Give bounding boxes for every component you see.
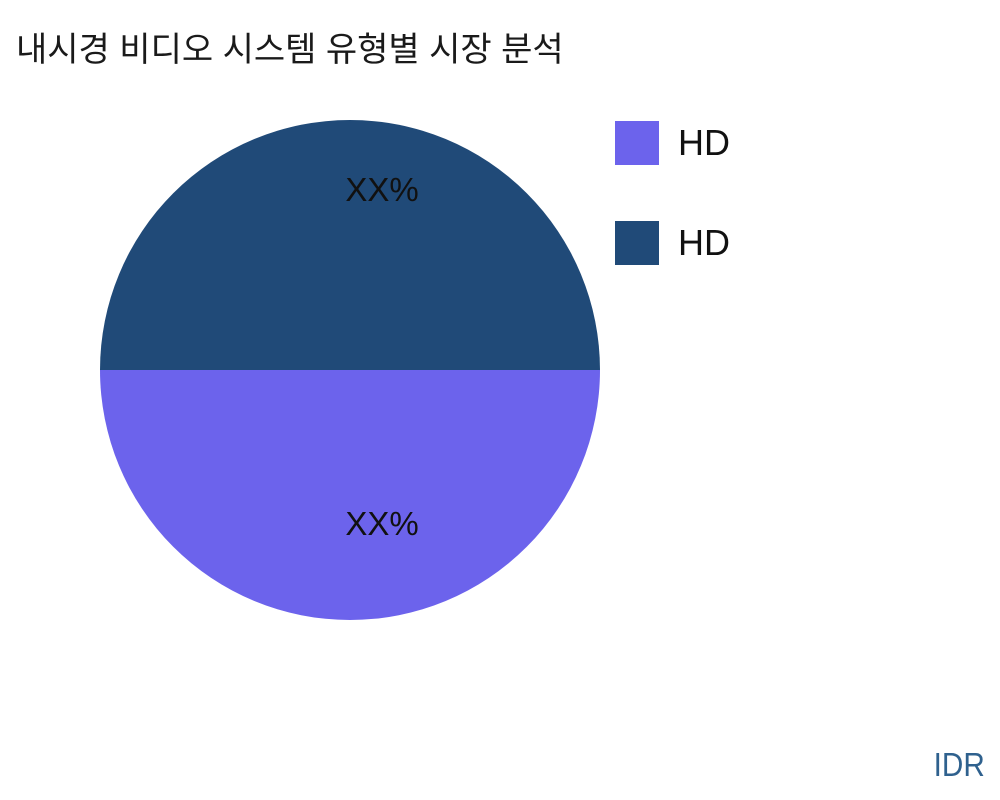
legend: HD HD [615, 121, 730, 321]
legend-item-label: HD [678, 122, 730, 163]
pie-data-label-top: XX% [345, 171, 419, 208]
legend-item-hd-purple[interactable]: HD [615, 121, 730, 165]
source-watermark: IDR [933, 746, 985, 783]
legend-item-hd-navy[interactable]: HD [615, 221, 730, 265]
legend-swatch-purple-icon [615, 121, 659, 165]
pie-slice-hd-purple[interactable] [100, 370, 600, 620]
chart-title: 내시경 비디오 시스템 유형별 시장 분석 [16, 31, 564, 69]
pie-chart: XX% XX% [100, 120, 600, 620]
legend-swatch-navy-icon [615, 221, 659, 265]
legend-item-label: HD [678, 222, 730, 263]
pie-slice-hd-navy[interactable] [100, 120, 600, 370]
pie-data-label-bottom: XX% [345, 505, 419, 542]
